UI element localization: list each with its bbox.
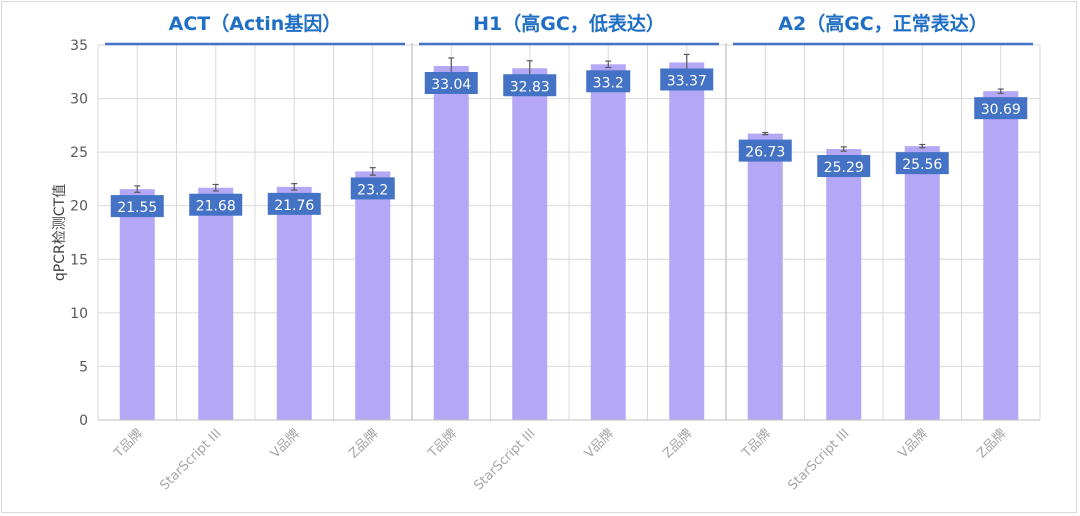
bar — [669, 62, 705, 420]
data-label: 33.37 — [667, 73, 707, 89]
data-label-bg — [503, 74, 557, 97]
group-title: A2（高GC，正常表达） — [778, 12, 987, 35]
bar — [119, 189, 155, 420]
x-tick-label: StarScript III — [471, 426, 538, 493]
data-label: 25.29 — [824, 160, 864, 176]
y-tick-label: 25 — [70, 145, 88, 161]
x-tick-label: V品牌 — [267, 426, 303, 462]
bar — [747, 133, 783, 420]
bar — [276, 186, 312, 420]
data-label-bg — [267, 192, 321, 215]
group-title: ACT（Actin基因） — [169, 12, 342, 35]
data-label-bg — [895, 152, 949, 175]
x-tick-label: Z品牌 — [346, 426, 382, 462]
x-tick-label: V品牌 — [581, 426, 617, 462]
data-label-bg — [424, 72, 478, 94]
y-tick-label: 20 — [70, 199, 88, 215]
x-tick-label: V品牌 — [895, 426, 931, 462]
bar — [826, 149, 862, 421]
bar — [590, 64, 626, 421]
y-tick-label: 15 — [70, 252, 88, 268]
x-tick-label: Z品牌 — [974, 426, 1010, 462]
data-label-bg — [350, 177, 395, 200]
x-tick-label: T品牌 — [738, 426, 774, 462]
data-label-bg — [586, 70, 631, 93]
x-tick-label: T品牌 — [424, 426, 460, 462]
x-tick-label: StarScript III — [157, 426, 224, 493]
data-label-bg — [189, 193, 243, 216]
data-label-bg — [110, 195, 164, 218]
x-tick-label: T品牌 — [110, 426, 146, 462]
group-title: H1（高GC，低表达） — [473, 12, 665, 35]
x-tick-label: StarScript III — [785, 426, 852, 493]
data-label: 21.76 — [274, 198, 314, 214]
data-label-bg — [660, 68, 714, 91]
bar — [904, 146, 940, 420]
y-tick-label: 30 — [70, 92, 88, 108]
y-tick-label: 0 — [79, 413, 88, 429]
bar — [983, 91, 1019, 420]
y-tick-label: 10 — [70, 306, 88, 322]
bar — [433, 66, 469, 420]
bar — [198, 187, 234, 420]
data-label: 26.73 — [745, 145, 785, 161]
data-label: 21.55 — [117, 200, 157, 216]
bar — [512, 68, 548, 420]
data-label: 21.68 — [196, 199, 236, 215]
data-label-bg — [974, 97, 1028, 120]
data-label: 32.83 — [510, 79, 550, 95]
y-axis-label: qPCR检测CT值 — [52, 184, 68, 281]
data-label: 33.04 — [431, 77, 471, 93]
data-label: 33.2 — [593, 75, 624, 91]
y-tick-label: 5 — [79, 359, 88, 375]
bar — [355, 171, 391, 420]
data-label: 30.69 — [981, 102, 1021, 118]
data-label: 23.2 — [357, 182, 388, 198]
data-label-bg — [738, 139, 792, 162]
data-label-bg — [817, 155, 871, 178]
data-label: 25.56 — [902, 157, 942, 173]
x-tick-label: Z品牌 — [660, 426, 696, 462]
y-tick-label: 35 — [70, 38, 88, 54]
